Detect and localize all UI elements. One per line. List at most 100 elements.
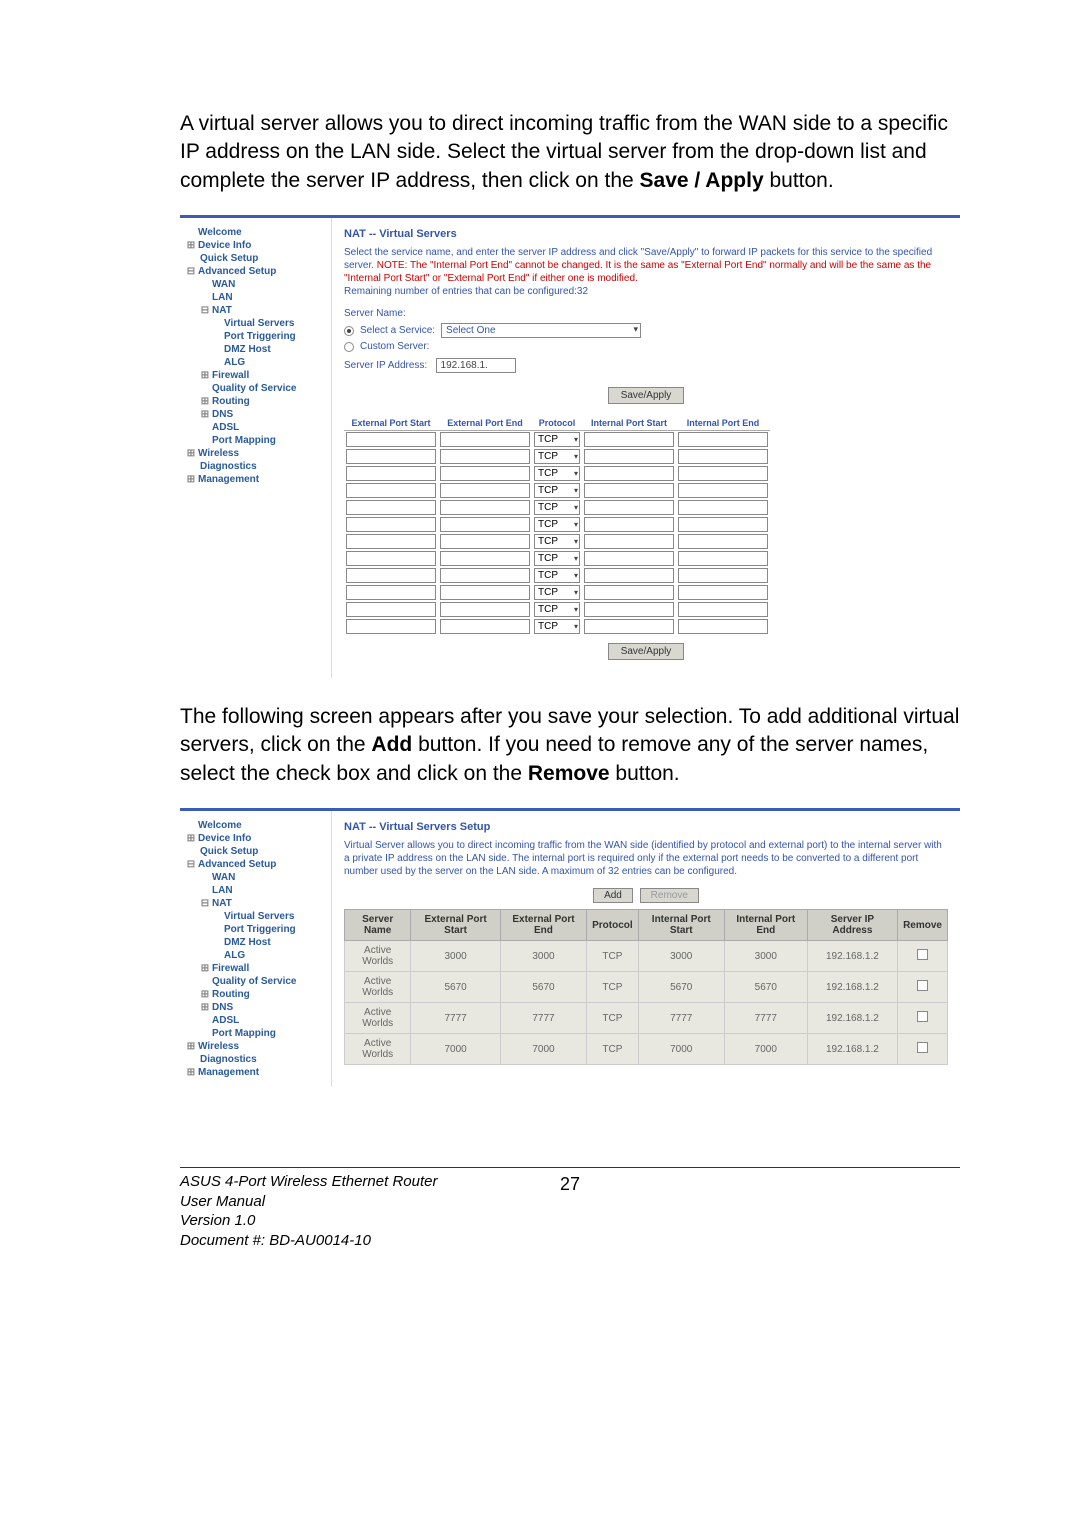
save-apply-button-top[interactable]: Save/Apply xyxy=(608,387,685,404)
protocol-select[interactable]: TCP xyxy=(534,551,580,566)
nav-diagnostics[interactable]: Diagnostics xyxy=(186,460,327,473)
ext-port-end-input[interactable] xyxy=(440,517,530,532)
nav-port-triggering[interactable]: Port Triggering xyxy=(186,330,327,343)
ext-port-end-input[interactable] xyxy=(440,619,530,634)
nav-nat-2[interactable]: ⊟NAT xyxy=(186,897,327,910)
save-apply-button-bottom[interactable]: Save/Apply xyxy=(608,643,685,660)
nav-advanced-setup[interactable]: ⊟Advanced Setup xyxy=(186,265,327,278)
int-port-end-input[interactable] xyxy=(678,534,768,549)
nav-firewall[interactable]: ⊞Firewall xyxy=(186,369,327,382)
int-port-start-input[interactable] xyxy=(584,585,674,600)
nav-welcome[interactable]: Welcome xyxy=(186,226,327,239)
protocol-select[interactable]: TCP xyxy=(534,619,580,634)
remove-checkbox[interactable] xyxy=(917,949,928,960)
int-port-end-input[interactable] xyxy=(678,585,768,600)
ext-port-end-input[interactable] xyxy=(440,500,530,515)
nav-adsl[interactable]: ADSL xyxy=(186,421,327,434)
int-port-start-input[interactable] xyxy=(584,449,674,464)
nav-alg-2[interactable]: ALG xyxy=(186,949,327,962)
nav-wan[interactable]: WAN xyxy=(186,278,327,291)
radio-custom-server[interactable] xyxy=(344,342,354,352)
custom-server-row[interactable]: Custom Server: xyxy=(344,341,948,352)
nav-port-mapping-2[interactable]: Port Mapping xyxy=(186,1027,327,1040)
ext-port-start-input[interactable] xyxy=(346,466,436,481)
int-port-end-input[interactable] xyxy=(678,500,768,515)
int-port-end-input[interactable] xyxy=(678,551,768,566)
nav-dns-2[interactable]: ⊞DNS xyxy=(186,1001,327,1014)
int-port-end-input[interactable] xyxy=(678,568,768,583)
server-ip-input[interactable]: 192.168.1. xyxy=(436,358,516,373)
nav-dmz-host[interactable]: DMZ Host xyxy=(186,343,327,356)
ext-port-start-input[interactable] xyxy=(346,483,436,498)
protocol-select[interactable]: TCP xyxy=(534,602,580,617)
int-port-start-input[interactable] xyxy=(584,568,674,583)
int-port-start-input[interactable] xyxy=(584,551,674,566)
int-port-end-input[interactable] xyxy=(678,602,768,617)
int-port-start-input[interactable] xyxy=(584,483,674,498)
int-port-start-input[interactable] xyxy=(584,517,674,532)
nav-routing-2[interactable]: ⊞Routing xyxy=(186,988,327,1001)
protocol-select[interactable]: TCP xyxy=(534,517,580,532)
nav-dmz-host-2[interactable]: DMZ Host xyxy=(186,936,327,949)
nav-management[interactable]: ⊞Management xyxy=(186,473,327,486)
protocol-select[interactable]: TCP xyxy=(534,534,580,549)
nav-lan[interactable]: LAN xyxy=(186,291,327,304)
int-port-start-input[interactable] xyxy=(584,500,674,515)
add-button[interactable]: Add xyxy=(593,888,633,903)
int-port-end-input[interactable] xyxy=(678,432,768,447)
nav-dns[interactable]: ⊞DNS xyxy=(186,408,327,421)
nav-quick-setup[interactable]: Quick Setup xyxy=(186,252,327,265)
remove-button[interactable]: Remove xyxy=(640,888,699,903)
int-port-end-input[interactable] xyxy=(678,517,768,532)
int-port-end-input[interactable] xyxy=(678,466,768,481)
nav-virtual-servers[interactable]: Virtual Servers xyxy=(186,317,327,330)
int-port-start-input[interactable] xyxy=(584,466,674,481)
remove-checkbox[interactable] xyxy=(917,980,928,991)
int-port-start-input[interactable] xyxy=(584,534,674,549)
ext-port-end-input[interactable] xyxy=(440,602,530,617)
ext-port-end-input[interactable] xyxy=(440,551,530,566)
int-port-end-input[interactable] xyxy=(678,619,768,634)
nav-wireless[interactable]: ⊞Wireless xyxy=(186,447,327,460)
int-port-start-input[interactable] xyxy=(584,619,674,634)
ext-port-end-input[interactable] xyxy=(440,483,530,498)
int-port-end-input[interactable] xyxy=(678,483,768,498)
nav-advanced-setup-2[interactable]: ⊟Advanced Setup xyxy=(186,858,327,871)
nav-qos[interactable]: Quality of Service xyxy=(186,382,327,395)
int-port-start-input[interactable] xyxy=(584,432,674,447)
protocol-select[interactable]: TCP xyxy=(534,585,580,600)
nav-firewall-2[interactable]: ⊞Firewall xyxy=(186,962,327,975)
nav-port-mapping[interactable]: Port Mapping xyxy=(186,434,327,447)
nav-wan-2[interactable]: WAN xyxy=(186,871,327,884)
ext-port-end-input[interactable] xyxy=(440,449,530,464)
nav-diagnostics-2[interactable]: Diagnostics xyxy=(186,1053,327,1066)
remove-checkbox[interactable] xyxy=(917,1042,928,1053)
protocol-select[interactable]: TCP xyxy=(534,466,580,481)
ext-port-start-input[interactable] xyxy=(346,534,436,549)
ext-port-start-input[interactable] xyxy=(346,432,436,447)
protocol-select[interactable]: TCP xyxy=(534,500,580,515)
ext-port-end-input[interactable] xyxy=(440,432,530,447)
ext-port-end-input[interactable] xyxy=(440,568,530,583)
nav-device-info-2[interactable]: ⊞Device Info xyxy=(186,832,327,845)
ext-port-start-input[interactable] xyxy=(346,517,436,532)
ext-port-start-input[interactable] xyxy=(346,449,436,464)
int-port-end-input[interactable] xyxy=(678,449,768,464)
nav-alg[interactable]: ALG xyxy=(186,356,327,369)
radio-select-service[interactable] xyxy=(344,326,354,336)
nav-port-triggering-2[interactable]: Port Triggering xyxy=(186,923,327,936)
nav-device-info[interactable]: ⊞Device Info xyxy=(186,239,327,252)
nav-qos-2[interactable]: Quality of Service xyxy=(186,975,327,988)
protocol-select[interactable]: TCP xyxy=(534,449,580,464)
protocol-select[interactable]: TCP xyxy=(534,568,580,583)
nav-adsl-2[interactable]: ADSL xyxy=(186,1014,327,1027)
ext-port-start-input[interactable] xyxy=(346,500,436,515)
remove-checkbox[interactable] xyxy=(917,1011,928,1022)
nav-nat[interactable]: ⊟NAT xyxy=(186,304,327,317)
ext-port-start-input[interactable] xyxy=(346,551,436,566)
ext-port-start-input[interactable] xyxy=(346,568,436,583)
ext-port-start-input[interactable] xyxy=(346,585,436,600)
nav-lan-2[interactable]: LAN xyxy=(186,884,327,897)
nav-routing[interactable]: ⊞Routing xyxy=(186,395,327,408)
nav-welcome-2[interactable]: Welcome xyxy=(186,819,327,832)
